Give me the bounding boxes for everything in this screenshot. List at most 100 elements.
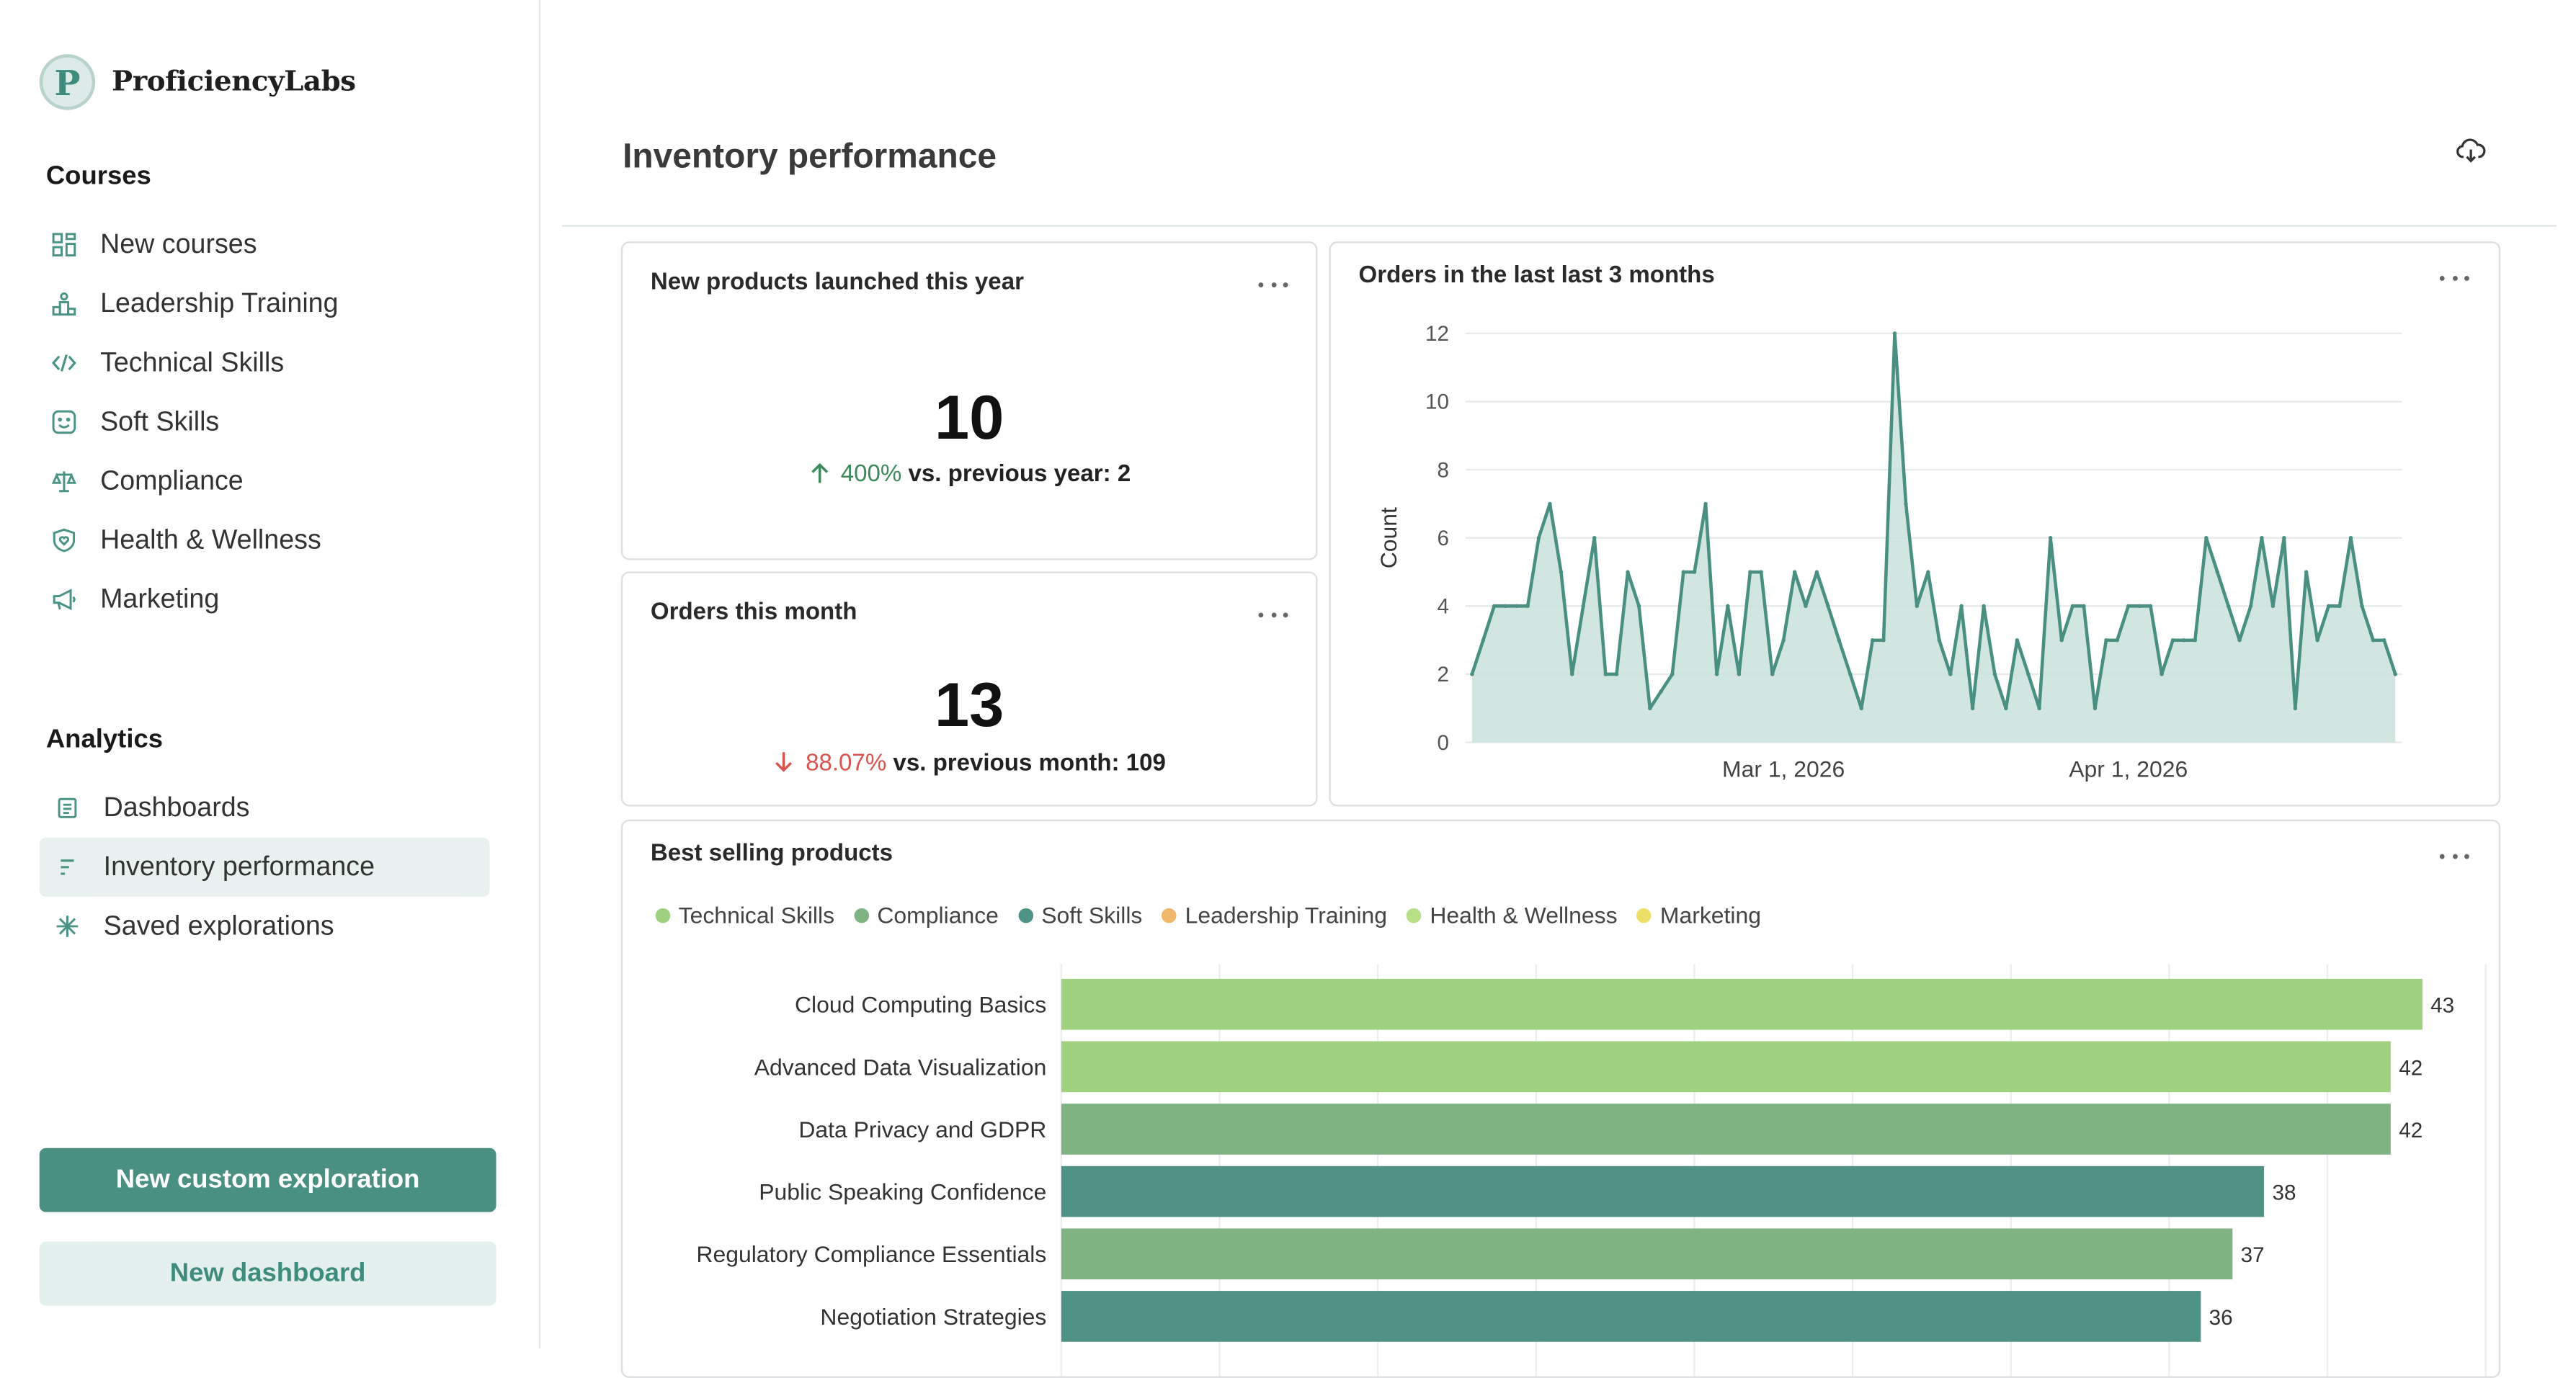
data-point xyxy=(1569,672,1574,676)
data-point xyxy=(2371,638,2376,643)
data-point xyxy=(2048,535,2053,540)
orders-chart-card: Orders in the last last 3 months 0 2 4 6 8 10… xyxy=(1329,241,2501,807)
y-axis-label: Count xyxy=(1376,507,1401,568)
sidebar-item-saved-explorations[interactable]: Saved explorations xyxy=(40,897,490,956)
courses-section-title: Courses xyxy=(45,162,151,191)
data-point xyxy=(1770,672,1775,676)
page-title: Inventory performance xyxy=(623,138,997,176)
kpi-delta: 88.07% xyxy=(806,750,887,777)
kpi-comparison: vs. previous year: 2 xyxy=(908,461,1131,488)
more-menu-icon[interactable] xyxy=(1258,606,1288,622)
data-point xyxy=(2059,638,2064,643)
more-menu-icon[interactable] xyxy=(1258,276,1288,292)
sidebar-item-compliance[interactable]: Compliance xyxy=(46,452,496,511)
analytics-section-title: Analytics xyxy=(45,725,164,754)
area-fill xyxy=(1471,333,2396,743)
data-point xyxy=(2326,604,2331,609)
sidebar-item-marketing[interactable]: Marketing xyxy=(46,570,496,629)
sidebar-item-label: Inventory performance xyxy=(103,851,375,882)
legend-item[interactable]: Technical Skills xyxy=(655,902,834,928)
data-point xyxy=(2348,535,2353,540)
sidebar-item-label: Dashboards xyxy=(103,792,250,823)
data-point xyxy=(2304,570,2309,574)
new-custom-exploration-button[interactable]: New custom exploration xyxy=(39,1147,496,1212)
sidebar-item-inventory-performance[interactable]: Inventory performance xyxy=(39,837,490,897)
legend-label: Leadership Training xyxy=(1185,901,1388,929)
more-menu-icon[interactable] xyxy=(2439,269,2469,286)
legend-item[interactable]: Marketing xyxy=(1636,901,1762,929)
data-point xyxy=(2148,604,2153,609)
grid-icon xyxy=(46,227,82,263)
data-point xyxy=(1982,604,1986,609)
card-title: Orders this month xyxy=(650,599,857,626)
data-point xyxy=(1681,570,1686,574)
data-point xyxy=(2160,672,2164,676)
x-tick-label: Mar 1, 2026 xyxy=(1722,756,1845,782)
more-menu-icon[interactable] xyxy=(2439,847,2469,864)
data-point xyxy=(2182,638,2186,643)
data-point xyxy=(1503,604,1507,609)
orders-area-chart[interactable]: 0 2 4 6 8 10 12 Mar 1, 2026 Apr 1, 2026 Count xyxy=(1331,243,2499,805)
bar xyxy=(1061,1228,2233,1280)
category-label: Data Privacy and GDPR xyxy=(798,1117,1046,1142)
series-line xyxy=(1470,331,2397,710)
data-point xyxy=(1792,570,1797,574)
podium-icon xyxy=(46,286,82,322)
data-point xyxy=(1904,501,1908,506)
data-point xyxy=(1603,672,1608,676)
data-point xyxy=(1514,604,1519,609)
sidebar-item-dashboards[interactable]: Dashboards xyxy=(40,779,490,838)
best-selling-bar-chart[interactable]: Cloud Computing Basics 43 Advanced Data Vi… xyxy=(623,821,2499,1377)
data-point xyxy=(1781,638,1786,643)
shield-heart-icon xyxy=(46,522,82,558)
data-point xyxy=(1626,570,1630,574)
data-label: 42 xyxy=(2399,1056,2423,1080)
legend-item[interactable]: Leadership Training xyxy=(1162,902,1387,928)
category-label: Advanced Data Visualization xyxy=(754,1054,1047,1080)
sidebar-item-health-wellness[interactable]: Health & Wellness xyxy=(46,511,496,570)
data-point xyxy=(2382,638,2386,643)
bar xyxy=(1061,1166,2265,1217)
sidebar-item-label: New courses xyxy=(100,229,257,259)
new-dashboard-button[interactable]: New dashboard xyxy=(39,1241,496,1306)
data-point xyxy=(1692,570,1697,574)
legend-label: Marketing xyxy=(1659,901,1762,929)
sidebar-item-new-courses[interactable]: New courses xyxy=(46,215,496,274)
card-title: New products launched this year xyxy=(650,269,1024,296)
data-point xyxy=(2104,638,2108,643)
y-tick-label: 0 xyxy=(1437,731,1448,755)
app-root: P ProficiencyLabs Courses New courses Le… xyxy=(39,0,2557,1378)
data-label: 43 xyxy=(2430,994,2454,1018)
data-point xyxy=(1804,604,1808,609)
data-point xyxy=(2093,706,2098,711)
bars-icon xyxy=(49,849,85,885)
data-point xyxy=(1837,638,1841,643)
sidebar-item-leadership-training[interactable]: Leadership Training xyxy=(46,274,496,334)
x-tick-label: Apr 1, 2026 xyxy=(2069,756,2188,782)
data-point xyxy=(1948,672,1953,676)
sidebar-item-soft-skills[interactable]: Soft Skills xyxy=(46,393,496,452)
card-title: Best selling products xyxy=(650,841,893,867)
legend-item[interactable]: Compliance xyxy=(854,902,999,928)
brand[interactable]: P ProficiencyLabs xyxy=(39,54,356,110)
data-point xyxy=(2393,672,2397,676)
category-label: Regulatory Compliance Essentials xyxy=(696,1241,1046,1267)
smile-icon xyxy=(46,404,82,440)
legend-item[interactable]: Health & Wellness xyxy=(1407,902,1618,928)
bar xyxy=(1061,1104,2391,1155)
kpi-card-new-products: New products launched this year 10 400% … xyxy=(620,241,1318,560)
data-point xyxy=(2015,638,2020,643)
cloud-download-icon[interactable] xyxy=(2454,136,2487,166)
code-icon xyxy=(46,345,82,381)
sidebar-item-label: Technical Skills xyxy=(100,347,285,377)
category-label: Negotiation Strategies xyxy=(820,1304,1046,1330)
data-point xyxy=(1892,331,1897,336)
data-point xyxy=(1559,570,1564,574)
sidebar-item-technical-skills[interactable]: Technical Skills xyxy=(46,334,496,393)
category-label: Public Speaking Confidence xyxy=(759,1179,1046,1205)
legend-item[interactable]: Soft Skills xyxy=(1018,902,1142,928)
data-point xyxy=(1548,501,1552,506)
data-point xyxy=(2270,604,2276,609)
bar xyxy=(1061,978,2423,1030)
data-point xyxy=(1648,706,1652,711)
